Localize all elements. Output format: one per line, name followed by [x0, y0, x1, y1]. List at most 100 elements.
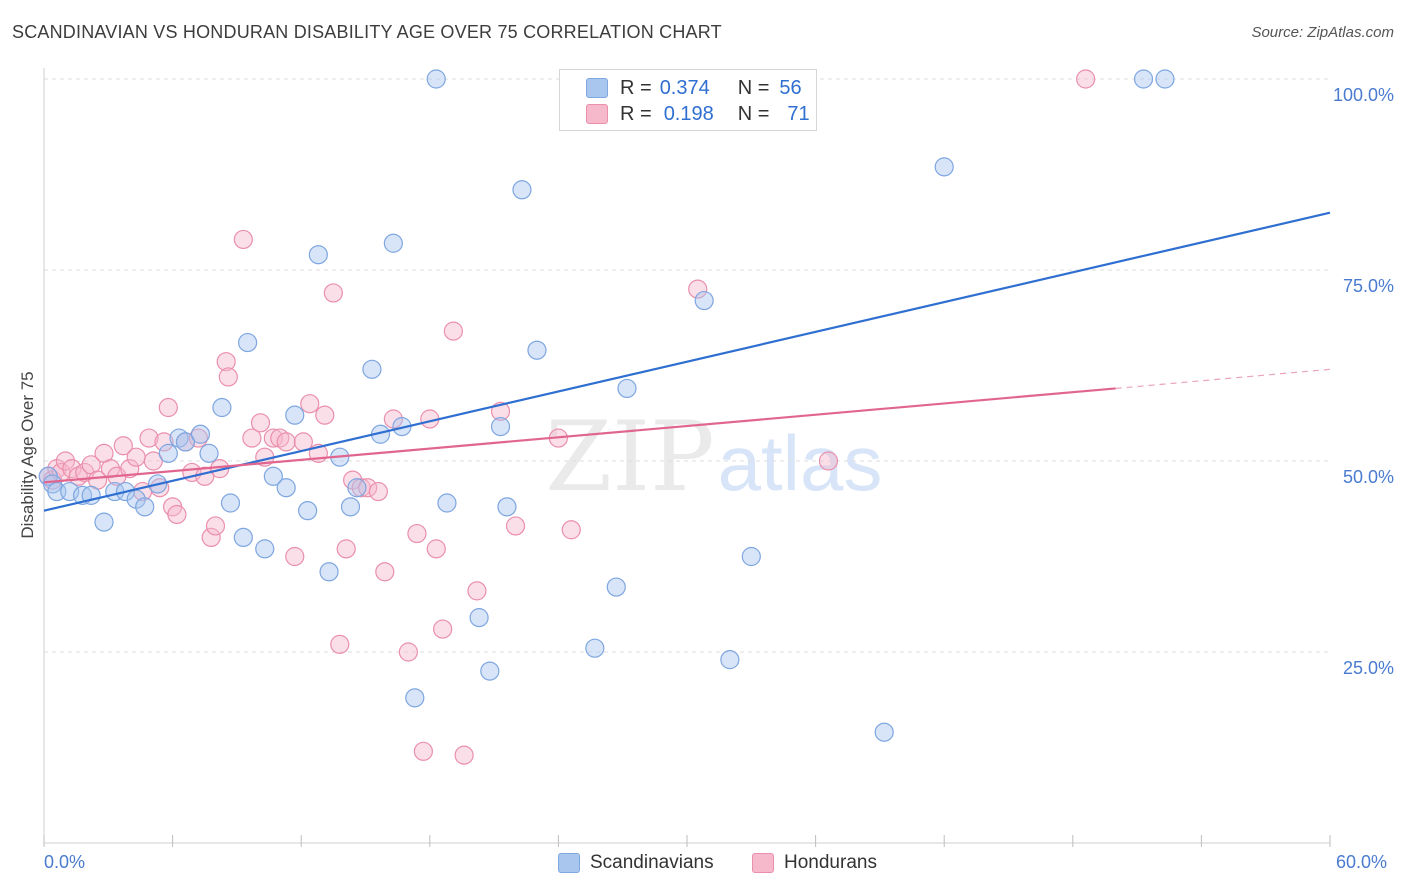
watermark-zip: ZIP [545, 401, 714, 513]
n-label: N = [737, 76, 770, 99]
honduran-point [167, 504, 187, 525]
scandinavian-point [405, 688, 425, 708]
scandinavian-point [874, 722, 894, 742]
honduran-point [368, 481, 388, 502]
scandinavian-point [490, 417, 511, 437]
scandinavian-point [238, 332, 258, 353]
honduran-point [113, 436, 133, 456]
honduran-point [205, 516, 226, 536]
honduran-point [233, 229, 253, 250]
hondurans-swatch [752, 853, 774, 873]
honduran-point [120, 459, 140, 479]
scandinavians-trend-line [43, 211, 1331, 512]
honduran-point [818, 451, 839, 471]
legend-label: Hondurans [784, 852, 877, 873]
scandinavian-point [720, 650, 740, 670]
honduran-point [358, 478, 378, 498]
scandinavian-point [694, 290, 714, 311]
n-value: 56 [779, 76, 802, 99]
scandinavian-point [199, 443, 219, 463]
correlation-legend: R = 0.374 N = 56 R = 0.198 N = 71 [559, 69, 817, 131]
honduran-point [336, 539, 356, 559]
watermark-atlas: atlas [718, 419, 883, 507]
scandinavian-point [94, 512, 114, 532]
legend-row-hondurans: R = 0.198 N = 71 [586, 102, 810, 126]
scandinavian-point [220, 493, 241, 513]
scandinavian-point [497, 497, 517, 517]
honduran-point [433, 619, 453, 639]
scandinavian-point [347, 478, 367, 498]
scandinavian-point [263, 466, 283, 486]
honduran-point [443, 321, 463, 341]
honduran-point [55, 451, 76, 471]
honduran-point [250, 413, 271, 433]
n-label: N = [737, 102, 770, 125]
scandinavian-point [60, 481, 80, 502]
n-value: 71 [787, 102, 810, 125]
scandinavian-point [527, 340, 547, 360]
honduran-point [158, 397, 178, 418]
y-tick-label: 50.0% [1342, 467, 1394, 487]
y-tick-label: 75.0% [1342, 276, 1394, 296]
scandinavian-point [158, 443, 178, 463]
honduran-point [139, 428, 159, 448]
honduran-point [285, 546, 305, 567]
legend-row-scandinavians: R = 0.374 N = 56 [586, 76, 802, 100]
honduran-point [407, 523, 427, 544]
scandinavian-point [175, 432, 196, 452]
grid [44, 78, 1330, 653]
honduran-point [561, 520, 581, 540]
r-value: 0.198 [663, 102, 714, 125]
honduran-point [375, 562, 395, 582]
honduran-point [242, 428, 262, 448]
honduran-point [263, 428, 283, 448]
y-tick-label: 100.0% [1332, 85, 1394, 105]
scandinavian-point [190, 424, 211, 444]
scandinavian-point [233, 527, 253, 548]
honduran-point [413, 741, 433, 761]
honduran-point [143, 451, 163, 471]
trend-lines [43, 211, 1331, 512]
legend-item-scandinavians[interactable]: Scandinavians [558, 852, 714, 874]
scandinavians-swatch [586, 78, 608, 98]
honduran-point [218, 367, 238, 387]
legend-label: Scandinavians [590, 852, 714, 873]
honduran-point [505, 516, 526, 536]
honduran-point [62, 459, 82, 479]
honduran-point [201, 527, 221, 548]
scandinavian-point [308, 245, 328, 265]
scandinavian-point [426, 69, 446, 89]
honduran-point [426, 539, 446, 559]
x-tick-label-min: 0.0% [44, 852, 86, 872]
legend-item-hondurans[interactable]: Hondurans [752, 852, 877, 874]
r-value: 0.374 [659, 76, 710, 99]
x-tick-label-max: 60.0% [1336, 852, 1388, 872]
axes [43, 68, 1331, 847]
scandinavian-point [617, 378, 637, 399]
scandinavian-point [135, 497, 155, 517]
scandinavian-point [512, 180, 532, 200]
honduran-point [323, 283, 343, 303]
scandinavian-point [741, 546, 761, 567]
honduran-point [276, 432, 296, 452]
scandinavian-point [480, 661, 500, 681]
scandinavian-point [319, 562, 339, 582]
scandinavian-point [276, 478, 296, 498]
honduran-point [216, 352, 236, 372]
scandinavian-point [606, 577, 626, 597]
honduran-point [688, 279, 708, 299]
r-label: R = [620, 102, 652, 125]
source-label: Source: ZipAtlas.com [1251, 24, 1394, 41]
scandinavian-point [298, 501, 318, 521]
scandinavian-point [585, 638, 605, 658]
r-label: R = [620, 76, 652, 99]
honduran-point [126, 447, 146, 467]
hondurans-trend-line [43, 387, 1116, 484]
honduran-point [315, 405, 335, 425]
scandinavian-point [437, 493, 457, 513]
scandinavian-point [934, 157, 954, 177]
honduran-point [398, 642, 418, 662]
scandinavian-point [1133, 69, 1154, 89]
scandinavian-point [255, 539, 275, 559]
